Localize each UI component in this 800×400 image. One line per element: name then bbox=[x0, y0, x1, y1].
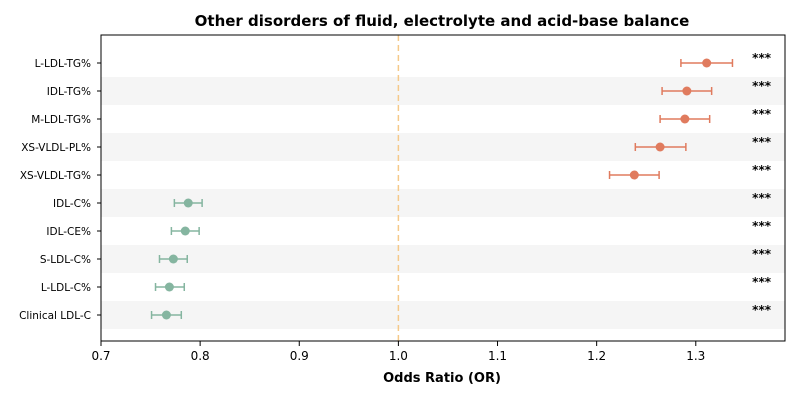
row-label: XS-VLDL-TG% bbox=[20, 170, 91, 182]
or-point bbox=[680, 114, 690, 124]
significance-label: *** bbox=[752, 51, 772, 65]
x-tick-label: 0.7 bbox=[91, 349, 110, 363]
significance-label: *** bbox=[752, 163, 772, 177]
row-band bbox=[101, 245, 785, 273]
or-point bbox=[655, 142, 665, 152]
forest-row: IDL-CE% *** bbox=[46, 219, 771, 238]
x-tick-label: 1.1 bbox=[488, 349, 507, 363]
or-point bbox=[702, 58, 712, 68]
or-point bbox=[180, 226, 190, 236]
row-label: IDL-C% bbox=[53, 198, 91, 210]
x-tick-label: 1.0 bbox=[389, 349, 408, 363]
row-band bbox=[101, 189, 785, 217]
plot-frame bbox=[100, 34, 786, 342]
forest-row: M-LDL-TG% *** bbox=[31, 107, 772, 126]
significance-label: *** bbox=[752, 247, 772, 261]
x-axis: 0.7 0.8 0.9 1.0 1.1 1.2 1.3 bbox=[91, 341, 705, 363]
forest-row: IDL-TG% *** bbox=[47, 79, 772, 98]
x-axis-label: Odds Ratio (OR) bbox=[383, 371, 501, 386]
significance-label: *** bbox=[752, 135, 772, 149]
significance-label: *** bbox=[752, 303, 772, 317]
or-point bbox=[682, 86, 692, 96]
or-point bbox=[168, 254, 178, 264]
row-label: IDL-CE% bbox=[46, 226, 91, 238]
or-point bbox=[183, 198, 193, 208]
significance-label: *** bbox=[752, 191, 772, 205]
significance-label: *** bbox=[752, 107, 772, 121]
x-tick-label: 1.2 bbox=[587, 349, 606, 363]
forest-row: XS-VLDL-TG% *** bbox=[20, 163, 772, 182]
significance-label: *** bbox=[752, 219, 772, 233]
x-tick-label: 1.3 bbox=[686, 349, 705, 363]
row-label: S-LDL-C% bbox=[40, 254, 91, 266]
row-label: Clinical LDL-C bbox=[19, 310, 91, 322]
row-label: IDL-TG% bbox=[47, 86, 91, 98]
significance-label: *** bbox=[752, 275, 772, 289]
row-label: M-LDL-TG% bbox=[31, 114, 91, 126]
chart-title: Other disorders of fluid, electrolyte an… bbox=[195, 12, 690, 30]
row-label: XS-VLDL-PL% bbox=[21, 142, 91, 154]
forest-row: Clinical LDL-C *** bbox=[19, 303, 772, 322]
forest-row: IDL-C% *** bbox=[53, 191, 772, 210]
row-band bbox=[101, 301, 785, 329]
forest-row: L-LDL-C% *** bbox=[41, 275, 772, 294]
x-tick-label: 0.8 bbox=[191, 349, 210, 363]
forest-row: S-LDL-C% *** bbox=[40, 247, 772, 266]
or-point bbox=[161, 310, 171, 320]
forest-row: XS-VLDL-PL% *** bbox=[21, 135, 771, 154]
row-label: L-LDL-TG% bbox=[35, 58, 91, 70]
forest-row: L-LDL-TG% *** bbox=[35, 51, 772, 70]
significance-label: *** bbox=[752, 79, 772, 93]
x-tick-label: 0.9 bbox=[290, 349, 309, 363]
or-point bbox=[629, 170, 639, 180]
forest-rows: L-LDL-TG% ***IDL-TG% ***M-LDL-TG% ***XS-VLD… bbox=[19, 51, 772, 322]
or-point bbox=[164, 282, 174, 292]
row-label: L-LDL-C% bbox=[41, 282, 91, 294]
row-bands bbox=[101, 77, 785, 329]
